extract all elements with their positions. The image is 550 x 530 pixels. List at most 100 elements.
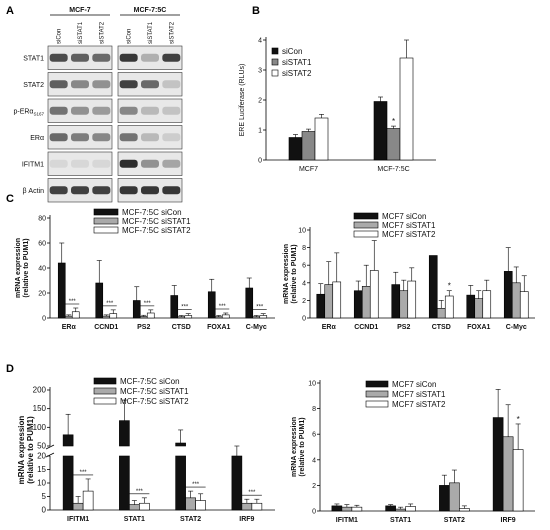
blot-band [71,53,89,62]
legend-swatch [365,380,389,388]
y-tick-label: 60 [38,241,46,248]
x-category-mcf-7-5c: MCF-7:5C [377,166,409,173]
legend-swatch [353,230,379,238]
legend-entry: MCF-7:5C siSTAT1 [122,217,191,226]
bar-mcf-7-5c-sistat2 [184,315,193,319]
significance-mark: * [517,415,520,424]
y-tick-label: 8 [312,406,316,413]
blot-band [141,80,159,89]
blot-band [119,53,138,62]
bar-mcf7-sicon [428,255,438,319]
y-tick-label: 6 [312,432,316,439]
x-category-ifitm1: IFITM1 [67,516,89,523]
y-tick-label: 4 [312,457,316,464]
legend-entry: MCF7 siSTAT1 [392,390,446,399]
bar-mcf-7-5c-sicon [245,287,254,319]
legend-entry: MCF-7:5C siSTAT2 [120,397,189,406]
bar-mcf-7-5c-sicon [95,282,104,319]
y-tick-label: 2 [302,298,306,305]
legend-entry: siCon [282,47,302,56]
chart-ere-luciferase: 0 1 2 3 4 ERE Luciferase (RLUs) MCF7 MCF-7:5C * s… [239,37,436,173]
blot-protein-label: STAT2 [23,82,44,89]
bar-sistat1 [386,128,401,161]
blot-band [162,133,181,142]
bar-mcf-7-5c-sistat1 [252,316,261,319]
legend-entry: siSTAT1 [282,58,312,67]
y-tick-label: 10 [37,479,46,488]
legend-entry: MCF-7:5C siSTAT2 [122,226,191,235]
significance-label: *** [192,482,200,488]
bar-mcf7-sistat1 [449,482,460,512]
bar-mcf7-sistat2 [482,290,492,319]
blot-protein-label: p-ERαS167 [13,108,44,116]
y-tick-label: 150 [33,404,47,413]
blot-band [71,106,89,115]
bar-mcf-7-5c-sistat1 [185,497,196,511]
bar-mcf-7-5c-sicon-lower [119,455,130,511]
blot-band [141,159,159,168]
blot-band [162,53,181,62]
blot-band [162,80,181,89]
x-category-ps2: PS2 [137,324,150,331]
y-axis-label: ERE Luciferase (RLUs) [239,64,246,137]
bar-mcf7-sicon [466,294,476,319]
x-category-ctsd: CTSD [432,324,451,331]
bar-mcf7-sistat1 [436,308,446,319]
legend-entry: MCF7 siCon [382,212,426,221]
legend-entry: MCF-7:5C siCon [122,208,182,217]
bar-mcf-7-5c-sistat2 [195,500,206,511]
significance-label: *** [136,489,144,495]
y-tick-label: 200 [33,386,47,395]
legend-swatch [365,400,389,408]
bar-mcf-7-5c-sistat2 [221,314,230,319]
y-tick-label: 10 [298,228,306,235]
blot-lane-label: siSTAT2 [99,21,105,44]
bar-mcf-7-5c-sicon [119,420,130,447]
blot-band [49,106,68,115]
blot-band [49,186,68,195]
blot-band [119,159,138,168]
legend-entry: MCF-7:5C siSTAT1 [120,387,189,396]
y-tick-label: 10 [308,381,316,388]
bar-mcf-7-5c-sicon-lower [231,455,243,511]
y-tick-label: 6 [302,263,306,270]
blot-protein-label: ERα [30,135,44,142]
bar-sistat2 [399,57,414,161]
bar-mcf7-sistat1 [474,298,484,319]
blot-lane-label: siSTAT2 [169,21,175,44]
y-tick-label: 4 [258,38,262,45]
panel-label-d: D [6,363,14,375]
y-tick-label: 15 [37,465,46,474]
blot-band [119,133,138,142]
x-category-er: ERα [62,324,77,331]
bar-mcf7-sistat1 [324,284,334,319]
blot-protein-label: β Actin [22,188,44,195]
y-axis-label: mRNA expression [283,244,290,304]
y-tick-label: 50 [37,442,46,451]
bar-mcf7-sistat2 [332,281,342,319]
bar-mcf7-sicon [353,290,363,319]
blot-group-label: MCF-7 [69,7,90,14]
bar-sistat1 [301,131,316,161]
bar-mcf-7-5c-sistat2 [146,312,155,319]
blot-band [49,133,68,142]
y-tick-label: 0 [312,509,316,516]
blot-band [71,133,89,142]
x-category-irf9: IRF9 [239,516,254,523]
y-tick-label: 40 [38,266,46,273]
bar-mcf7-sistat1 [399,290,409,319]
legend-swatch [93,387,117,395]
y-axis-label: mRNA expression [17,416,26,485]
bar-mcf-7-5c-sistat1 [241,502,253,511]
x-category-er: ERα [322,324,337,331]
legend-entry: MCF7 siSTAT1 [382,221,436,230]
y-axis-label: mRNA expression [15,238,22,298]
legend-swatch [353,221,379,229]
blot-lane-label: siSTAT1 [78,21,84,44]
legend-swatch [93,217,119,225]
chart-mcf7-target-genes: 0 2 4 6 8 10 mRNA expression (relative to PUM1)… [283,212,535,331]
x-category-c-myc: C-Myc [246,324,267,331]
bar-mcf-7-5c-sistat1 [64,315,73,319]
y-axis-label-2: (relative to PUM1) [26,416,35,484]
